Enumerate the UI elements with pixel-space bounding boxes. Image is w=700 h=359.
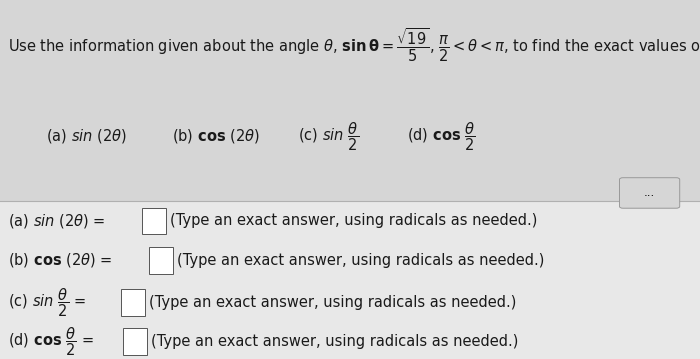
Text: (Type an exact answer, using radicals as needed.): (Type an exact answer, using radicals as… — [151, 334, 519, 349]
Text: (b) $\mathbf{cos}$ (2$\theta$): (b) $\mathbf{cos}$ (2$\theta$) — [172, 127, 259, 145]
FancyBboxPatch shape — [121, 289, 145, 316]
FancyBboxPatch shape — [620, 178, 680, 208]
FancyBboxPatch shape — [123, 328, 147, 355]
FancyBboxPatch shape — [142, 208, 166, 234]
Text: (d) $\mathbf{cos}\ \dfrac{\theta}{2}$ =: (d) $\mathbf{cos}\ \dfrac{\theta}{2}$ = — [8, 326, 96, 358]
FancyBboxPatch shape — [149, 247, 173, 274]
Text: (b) $\mathbf{cos}$ (2$\theta$) =: (b) $\mathbf{cos}$ (2$\theta$) = — [8, 251, 114, 269]
Text: (a) $\mathit{sin}$ (2$\theta$): (a) $\mathit{sin}$ (2$\theta$) — [46, 127, 127, 145]
Text: (a) $\mathit{sin}$ (2$\theta$) =: (a) $\mathit{sin}$ (2$\theta$) = — [8, 212, 108, 230]
Text: (Type an exact answer, using radicals as needed.): (Type an exact answer, using radicals as… — [170, 213, 538, 228]
Text: (c) $\mathit{sin}$ $\dfrac{\theta}{2}$: (c) $\mathit{sin}$ $\dfrac{\theta}{2}$ — [298, 120, 358, 153]
Text: (Type an exact answer, using radicals as needed.): (Type an exact answer, using radicals as… — [149, 295, 517, 310]
Text: (c) $\mathit{sin}\ \dfrac{\theta}{2}$ =: (c) $\mathit{sin}\ \dfrac{\theta}{2}$ = — [8, 286, 88, 318]
Text: (d) $\mathbf{cos}$ $\dfrac{\theta}{2}$: (d) $\mathbf{cos}$ $\dfrac{\theta}{2}$ — [407, 120, 476, 153]
Text: (Type an exact answer, using radicals as needed.): (Type an exact answer, using radicals as… — [177, 253, 545, 268]
Text: ...: ... — [644, 186, 655, 199]
Text: Use the information given about the angle $\theta$, $\mathbf{sin}\,\mathbf{\thet: Use the information given about the angl… — [8, 26, 700, 64]
